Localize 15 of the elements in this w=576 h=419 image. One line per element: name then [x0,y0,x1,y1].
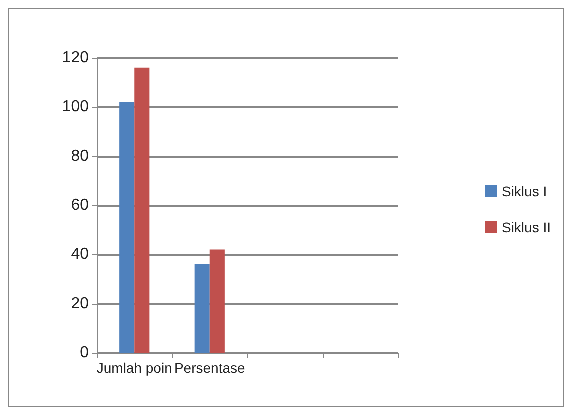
legend-label: Siklus I [502,184,548,200]
bar [120,102,135,353]
y-tick-label: 80 [71,148,90,165]
bar [210,250,225,353]
y-tick-label: 120 [62,50,90,66]
y-tick-label: 100 [62,98,90,116]
y-tick-label: 60 [71,197,90,214]
bar [134,68,150,353]
legend-label: Siklus II [502,220,551,236]
x-tick-label: Persentase [174,360,246,376]
bar [194,264,210,353]
y-tick-label: 20 [71,295,90,312]
y-tick-label: 40 [71,246,90,264]
x-tick-label: Jumlah poin [96,360,172,376]
y-tick-label: 0 [80,344,90,362]
